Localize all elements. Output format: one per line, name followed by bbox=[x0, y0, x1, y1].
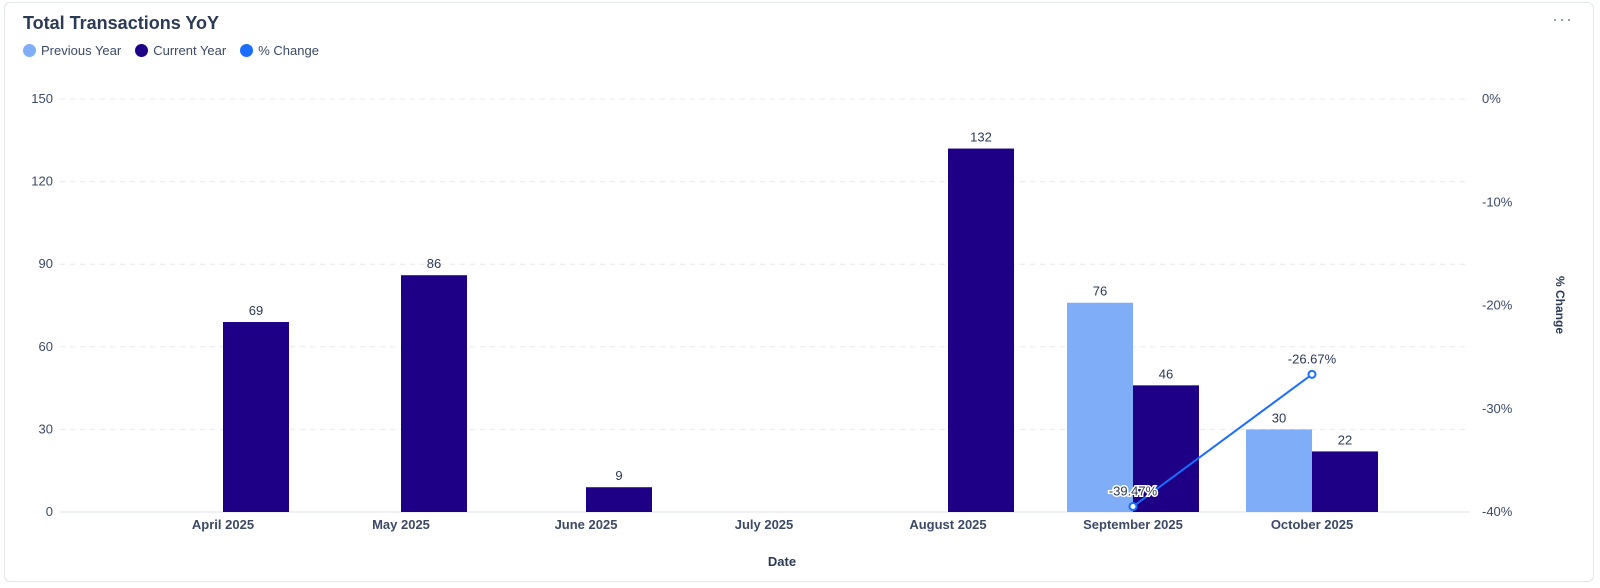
legend-item-pct-change[interactable]: % Change bbox=[240, 43, 319, 58]
legend-label-pct-change: % Change bbox=[258, 43, 319, 58]
y-axis-right: 0% -10% -20% -30% -40% bbox=[1482, 91, 1513, 519]
x-tick-label: October 2025 bbox=[1271, 517, 1353, 532]
x-axis: April 2025 May 2025 June 2025 July 2025 Augu… bbox=[192, 517, 1353, 532]
legend-label-previous-year: Previous Year bbox=[41, 43, 122, 58]
y2-tick-label: -20% bbox=[1482, 298, 1513, 313]
x-tick-label: September 2025 bbox=[1083, 517, 1183, 532]
bar-value-label: 76 bbox=[1093, 284, 1107, 299]
chart-title: Total Transactions YoY bbox=[23, 13, 220, 33]
bar-current-year[interactable] bbox=[401, 275, 467, 512]
y-tick-label: 60 bbox=[39, 339, 53, 354]
pct-change-label: -39.47% bbox=[1109, 484, 1158, 499]
bar-value-label: 69 bbox=[249, 303, 263, 318]
y2-tick-label: 0% bbox=[1482, 91, 1501, 106]
bar-previous-year[interactable] bbox=[1067, 302, 1133, 512]
y-tick-label: 0 bbox=[46, 504, 53, 519]
pct-change-point[interactable] bbox=[1307, 369, 1317, 379]
chart-legend: Previous Year Current Year % Change bbox=[23, 43, 319, 58]
more-options-icon[interactable]: ··· bbox=[1552, 9, 1573, 29]
legend-swatch-pct-change bbox=[240, 44, 254, 57]
bar-value-label: 132 bbox=[970, 130, 992, 145]
grid-lines bbox=[60, 98, 1470, 513]
x-tick-label: May 2025 bbox=[372, 517, 430, 532]
legend-item-current-year[interactable]: Current Year bbox=[135, 43, 226, 58]
pct-change-line bbox=[1132, 373, 1313, 508]
legend-swatch-current-year bbox=[135, 44, 149, 57]
y-tick-label: 120 bbox=[31, 174, 53, 189]
y2-tick-label: -40% bbox=[1482, 504, 1513, 519]
y2-axis-title: % Change bbox=[1553, 276, 1567, 334]
pct-change-line-layer: -39.47% -26.67% bbox=[1107, 350, 1338, 512]
legend-item-previous-year[interactable]: Previous Year bbox=[23, 43, 121, 58]
x-tick-label: August 2025 bbox=[909, 517, 986, 532]
y-tick-label: 150 bbox=[31, 91, 53, 106]
x-tick-label: July 2025 bbox=[735, 517, 794, 532]
y-axis-left: 0 30 60 90 120 150 bbox=[31, 91, 53, 519]
pct-change-point[interactable] bbox=[1128, 502, 1138, 512]
bar-value-label: 22 bbox=[1338, 432, 1352, 447]
bar-current-year[interactable] bbox=[948, 148, 1014, 512]
x-axis-title: Date bbox=[768, 554, 796, 569]
legend-swatch-previous-year bbox=[23, 44, 36, 57]
bar-current-year[interactable] bbox=[1312, 451, 1378, 512]
pct-change-label: -26.67% bbox=[1288, 351, 1337, 366]
x-tick-label: June 2025 bbox=[555, 517, 618, 532]
bar-current-year[interactable] bbox=[586, 487, 652, 512]
y2-tick-label: -30% bbox=[1482, 401, 1513, 416]
bar-value-label: 86 bbox=[427, 256, 441, 271]
bar-previous-year[interactable] bbox=[1246, 429, 1312, 512]
bar-value-label: 9 bbox=[615, 468, 622, 483]
bar-value-label: 46 bbox=[1159, 366, 1173, 381]
legend-label-current-year: Current Year bbox=[153, 43, 227, 58]
y2-tick-label: -10% bbox=[1482, 194, 1513, 209]
bar-current-year[interactable] bbox=[1133, 385, 1199, 512]
y-tick-label: 30 bbox=[39, 421, 53, 436]
bar-current-year[interactable] bbox=[223, 322, 289, 512]
y-tick-label: 90 bbox=[39, 256, 53, 271]
bar-value-label: 30 bbox=[1272, 410, 1286, 425]
x-tick-label: April 2025 bbox=[192, 517, 254, 532]
bars: 69 86 9 132 76 46 30 22 bbox=[223, 130, 1378, 512]
